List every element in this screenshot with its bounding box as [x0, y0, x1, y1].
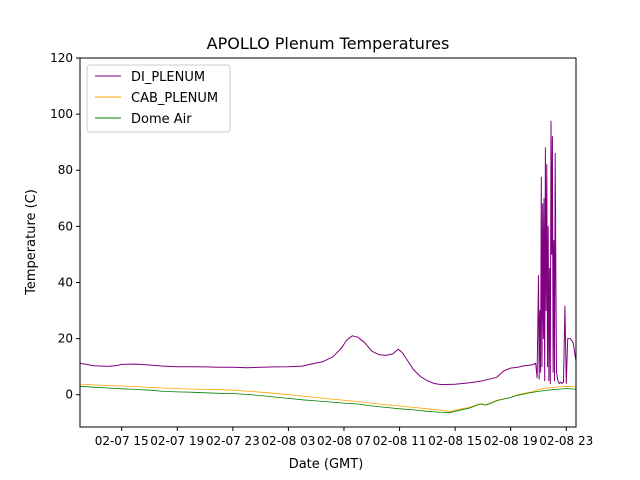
x-tick-label: 02-08 11	[373, 434, 427, 448]
y-tick-label: 100	[50, 107, 73, 121]
y-tick-label: 60	[58, 219, 73, 233]
x-axis: 02-07 15 02-07 19 02-07 23 02-08 03 02-08 07…	[95, 427, 593, 448]
series-layer	[80, 120, 576, 414]
plot-frame	[79, 57, 577, 428]
y-tick-label: 120	[50, 51, 73, 65]
chart-title: APOLLO Plenum Temperatures	[207, 34, 450, 53]
plot-area	[79, 57, 577, 428]
legend-box	[86, 64, 231, 133]
legend-label: Dome Air	[131, 112, 192, 127]
x-tick-label: 02-08 23	[539, 434, 593, 448]
x-tick-label: 02-07 19	[150, 434, 204, 448]
series-line-cab-plenum	[80, 383, 576, 412]
legend-label: CAB_PLENUM	[131, 91, 218, 106]
series-line-dome-air	[80, 385, 576, 414]
y-tick-label: 40	[58, 275, 73, 289]
x-tick-label: 02-08 19	[484, 434, 538, 448]
y-axis-label: Temperature (C)	[24, 189, 39, 296]
x-axis-label: Date (GMT)	[289, 457, 364, 472]
y-axis: 0 20 40 60 80 100 120	[50, 51, 80, 402]
x-tick-label: 02-08 07	[317, 434, 371, 448]
x-tick-label: 02-08 03	[261, 434, 315, 448]
legend: DI_PLENUM CAB_PLENUM Dome Air	[86, 64, 231, 133]
x-tick-label: 02-08 15	[428, 434, 482, 448]
series-line-di-plenum	[80, 120, 576, 386]
y-tick-label: 80	[58, 163, 73, 177]
x-tick-label: 02-07 23	[206, 434, 260, 448]
y-tick-label: 0	[65, 388, 73, 402]
y-tick-label: 20	[58, 332, 73, 346]
x-tick-label: 02-07 15	[95, 434, 149, 448]
legend-label: DI_PLENUM	[131, 70, 205, 85]
